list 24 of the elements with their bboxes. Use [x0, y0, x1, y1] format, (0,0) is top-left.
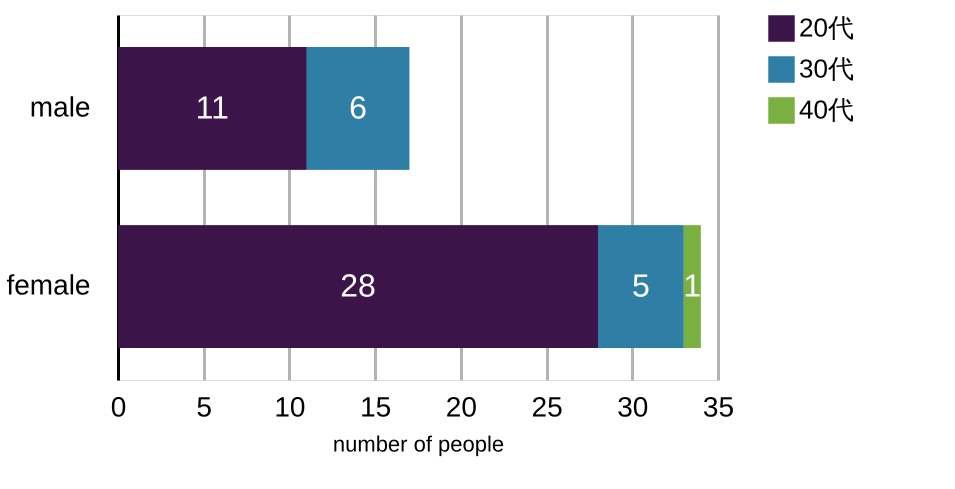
- x-axis-title: number of people: [332, 432, 504, 456]
- x-tick-label: 15: [360, 392, 392, 422]
- data-label: 28: [340, 268, 376, 304]
- legend-label: 20代: [799, 12, 854, 42]
- bar: [118, 225, 598, 348]
- legend-label: 30代: [799, 54, 854, 84]
- legend-label: 40代: [799, 94, 854, 124]
- x-tick-label: 35: [702, 392, 734, 422]
- x-tick-label: 5: [196, 392, 212, 422]
- bar: [306, 47, 410, 170]
- y-tick-label: male: [30, 91, 90, 122]
- x-tick-label: 10: [274, 392, 306, 422]
- bar: [118, 47, 307, 170]
- bar: [598, 225, 684, 348]
- x-tick-label: 25: [531, 392, 563, 422]
- x-tick-label: 30: [617, 392, 648, 422]
- x-tick-label: 0: [110, 392, 126, 422]
- data-label: 6: [349, 89, 367, 126]
- data-label: 5: [632, 268, 650, 304]
- y-tick-label: female: [6, 270, 90, 301]
- data-label: 1: [683, 268, 702, 304]
- bar: [684, 225, 701, 348]
- x-tick-label: 20: [446, 392, 477, 422]
- data-label: 11: [196, 89, 229, 126]
